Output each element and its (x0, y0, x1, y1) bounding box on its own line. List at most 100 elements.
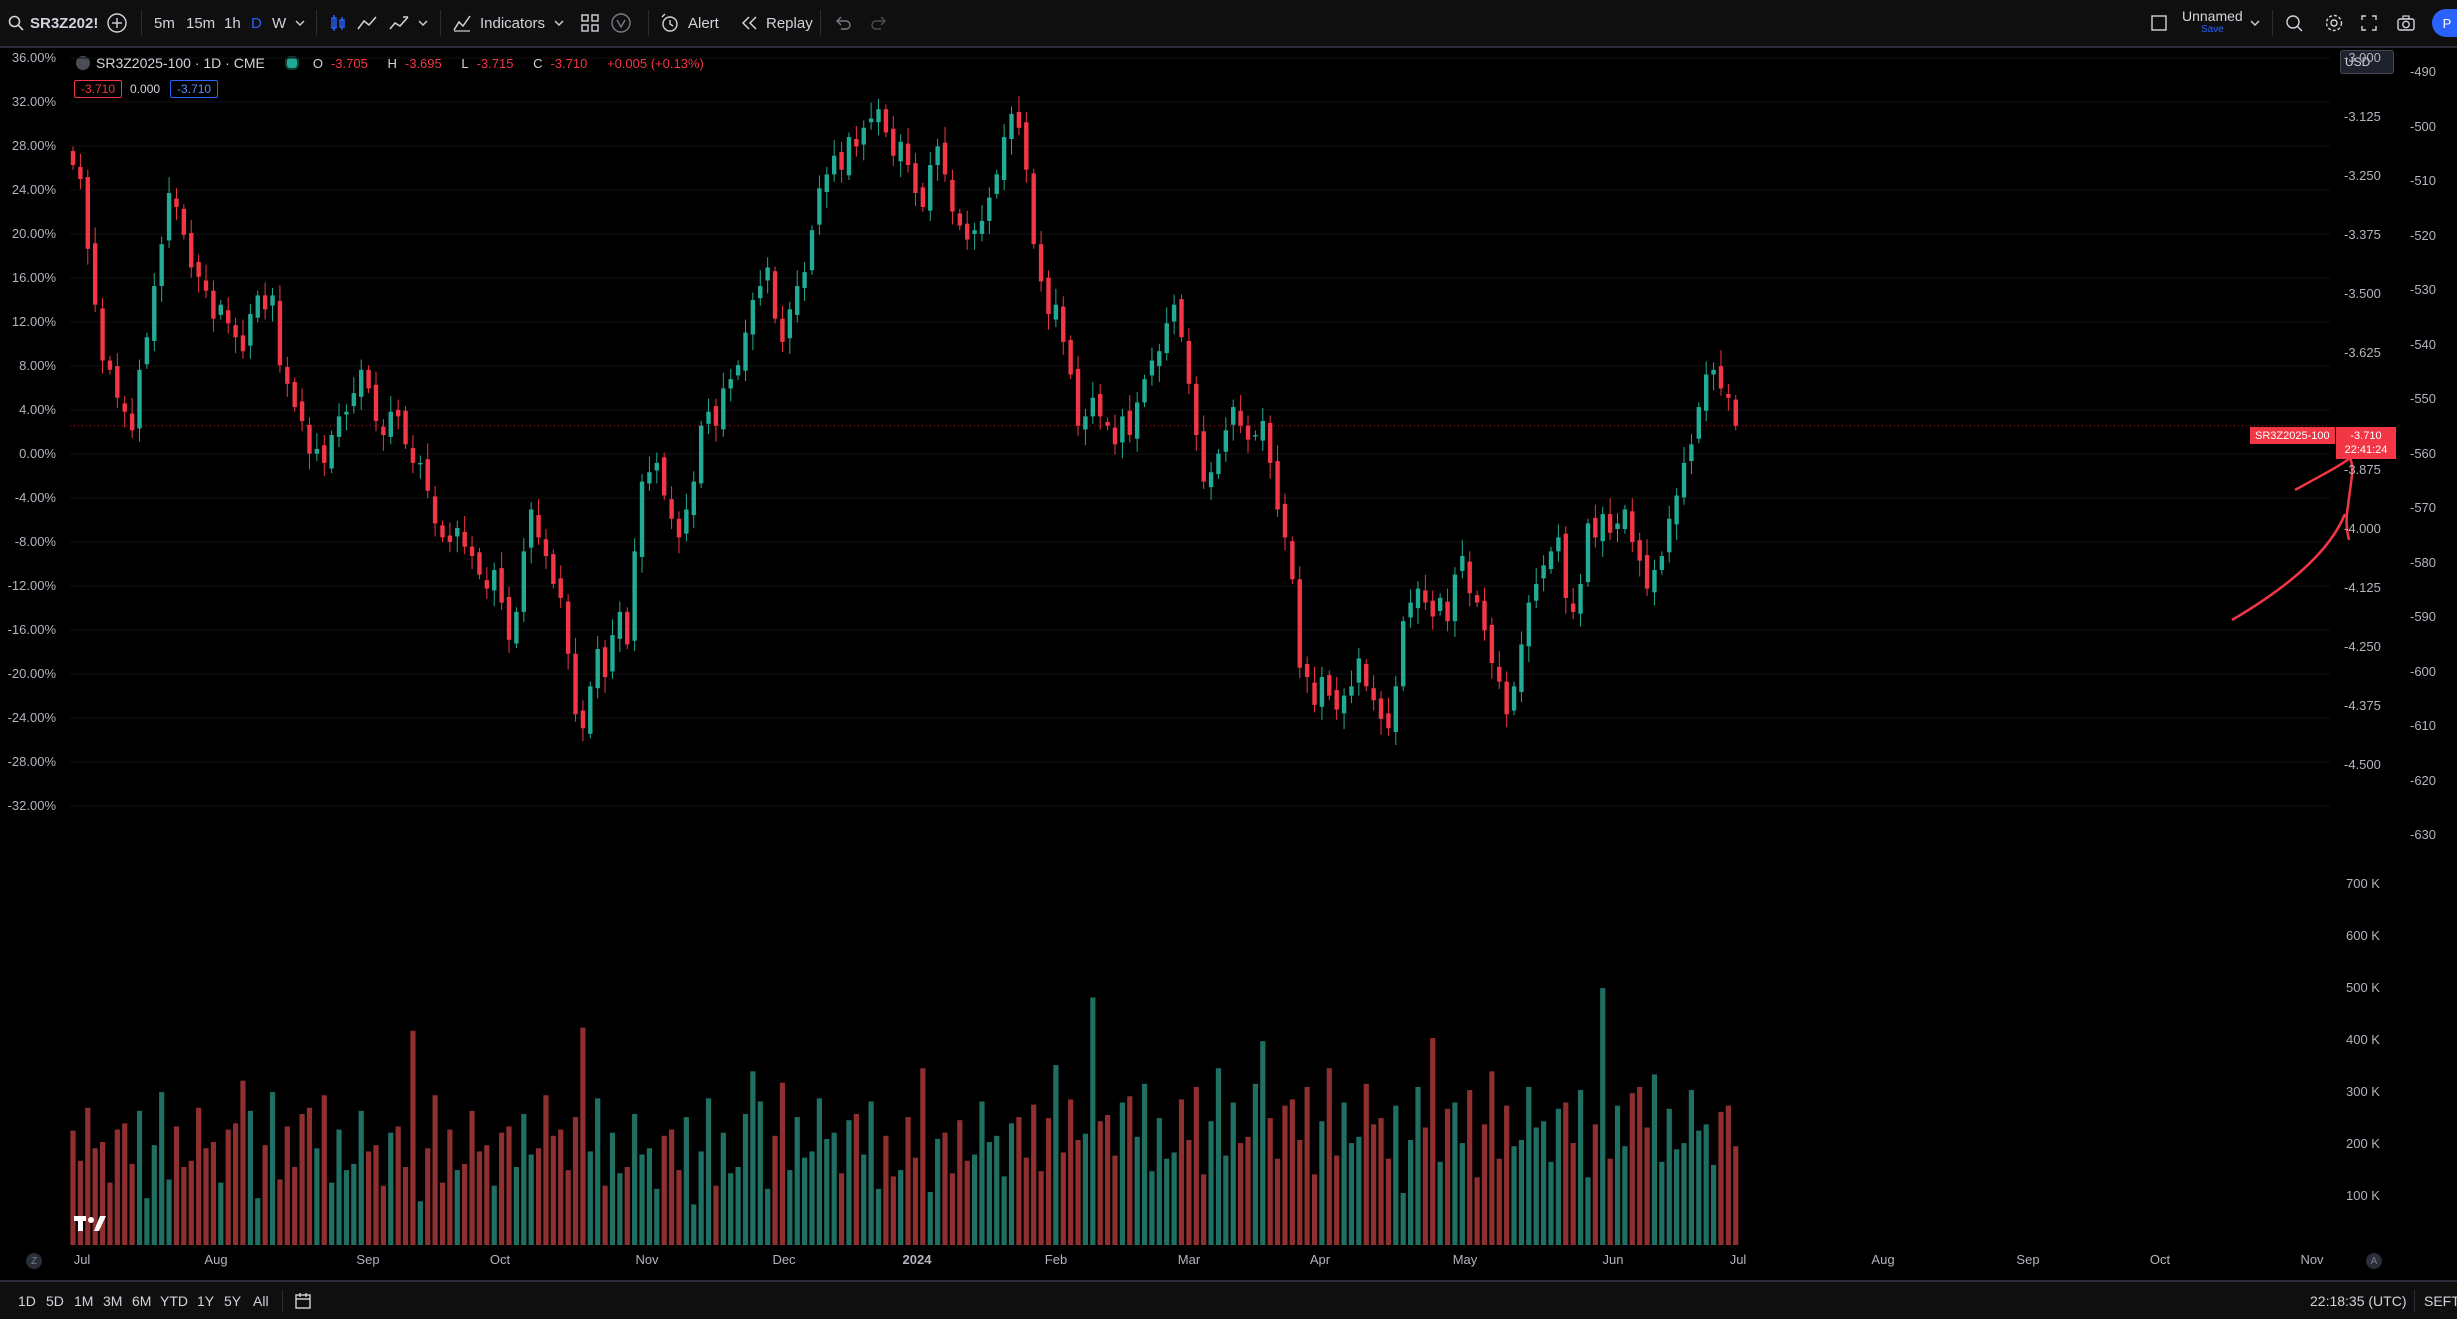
templates-button[interactable] (580, 0, 600, 46)
range-1y[interactable]: 1Y (197, 1292, 215, 1309)
range-5y[interactable]: 5Y (224, 1292, 242, 1309)
volume-bar (151, 1145, 157, 1245)
percent-axis[interactable]: 36.00% 32.00% 28.00% 24.00% 20.00% 16.00% 12.0… (0, 46, 70, 846)
candle-body (240, 335, 246, 352)
percent-tick-label: 0.00% (19, 446, 56, 461)
interval-1h[interactable]: 1h (224, 14, 241, 32)
candle-body (455, 528, 460, 537)
range-all[interactable]: All (253, 1292, 269, 1309)
volume-bar (476, 1151, 483, 1245)
range-1m[interactable]: 1M (74, 1292, 94, 1309)
redo-button[interactable] (870, 0, 888, 46)
indicators-dropdown[interactable] (554, 0, 564, 46)
candle-body (1275, 461, 1280, 510)
replay-button[interactable]: Replay (740, 0, 813, 46)
volume-bar (521, 1113, 527, 1245)
snapshot-button[interactable] (2396, 0, 2416, 46)
undo-button[interactable] (834, 0, 852, 46)
volume-bar (1385, 1158, 1392, 1245)
volume-bar (506, 1126, 512, 1245)
candle-body (1282, 503, 1288, 538)
candle-body (846, 137, 852, 176)
bp-tick-label: -620 (2410, 772, 2437, 788)
candle-body (181, 208, 187, 235)
volume-axis[interactable]: 700 K 600 K 500 K 400 K 300 K 200 K 100 K (2330, 848, 2457, 1248)
time-tick-label: Jul (73, 1252, 91, 1267)
fullscreen-button[interactable] (2360, 0, 2378, 46)
range-1d[interactable]: 1D (18, 1292, 36, 1309)
drawn-arrow-head[interactable] (2294, 456, 2354, 541)
volume-bar (351, 1163, 357, 1245)
interval-d[interactable]: D (251, 14, 262, 32)
volume-bar (994, 1135, 1000, 1245)
candle-body (403, 410, 408, 445)
price-chart[interactable] (0, 46, 2457, 846)
volume-bar (1068, 1099, 1074, 1245)
volume-pane[interactable] (0, 848, 2457, 1248)
ask-box[interactable]: -3.710 (170, 80, 219, 98)
strategy-button[interactable] (610, 0, 632, 46)
candles-button[interactable] (328, 0, 348, 46)
divider (648, 10, 649, 36)
interval-5m[interactable]: 5m (154, 14, 175, 32)
candle-body (277, 300, 283, 366)
alert-button[interactable]: Alert (660, 0, 719, 46)
line-chart-button[interactable] (356, 0, 378, 46)
volume-bar (1341, 1102, 1347, 1245)
last-price-tag: -3.710 22:41:24 (2336, 427, 2396, 459)
candle-body (654, 462, 660, 471)
candle-body (381, 426, 386, 435)
candle-body (528, 509, 534, 548)
tradingview-logo-icon[interactable] (72, 1212, 108, 1234)
layout-dropdown[interactable] (2250, 0, 2260, 46)
indicators-button[interactable]: Indicators (452, 0, 545, 46)
range-6m[interactable]: 6M (132, 1292, 152, 1309)
volume-bar (159, 1092, 165, 1245)
interval-15m[interactable]: 15m (186, 14, 216, 32)
select-layout-button[interactable] (2150, 0, 2168, 46)
market-status-icon[interactable] (284, 56, 299, 70)
area-chart-button[interactable] (388, 0, 410, 46)
candle-body (1068, 340, 1073, 375)
interval-dropdown[interactable] (295, 0, 305, 46)
volume-bar (1090, 997, 1096, 1245)
candle-body (602, 647, 608, 678)
time-tick-label: Dec (772, 1252, 796, 1267)
candle-body (174, 198, 179, 207)
candle-body (1127, 410, 1132, 435)
goto-date-button[interactable] (294, 1282, 312, 1319)
bp-tick-label: -540 (2410, 336, 2437, 352)
clock-time[interactable]: 22:18:35 (UTC) (2310, 1292, 2407, 1309)
drawn-arrow-curve[interactable] (2231, 513, 2347, 622)
volume-bar (646, 1148, 653, 1245)
candle-body (713, 406, 719, 426)
chart-type-dropdown[interactable] (418, 0, 428, 46)
publish-button[interactable]: P (2432, 0, 2457, 46)
candle-body (625, 611, 630, 645)
range-5d[interactable]: 5D (46, 1292, 64, 1309)
compare-button[interactable] (106, 0, 128, 46)
range-ytd[interactable]: YTD (160, 1292, 188, 1309)
symbol-search-button[interactable]: SR3Z202! (8, 0, 98, 46)
candle-body (1201, 431, 1206, 482)
price-axis[interactable]: -3.000 -3.125 -3.250 -3.375 -3.500 -3.625 -3.8… (2330, 46, 2457, 846)
range-3m[interactable]: 3M (103, 1292, 123, 1309)
currency-selector[interactable]: USD (2340, 50, 2394, 74)
camera-icon (2397, 15, 2415, 31)
settings-button[interactable] (2324, 0, 2344, 46)
time-axis[interactable]: Jul Aug Sep Oct Nov Dec 2024 Feb Mar Apr May Jun Jul… (0, 1248, 2457, 1278)
volume-bar (299, 1113, 305, 1245)
volume-bar (188, 1160, 194, 1245)
layout-name[interactable]: Unnamed Save (2182, 0, 2243, 46)
volume-bar (1555, 1108, 1561, 1245)
interval-w[interactable]: W (272, 14, 287, 32)
candle-body (698, 425, 704, 484)
bp-tick-label: -610 (2410, 718, 2437, 733)
zoom-reset-icon[interactable]: Z (26, 1253, 42, 1269)
legend-title[interactable]: SR3Z2025-100 · 1D · CME (96, 55, 265, 71)
auto-scale-icon[interactable]: A (2366, 1253, 2382, 1269)
session-label[interactable]: SEFT (2424, 1292, 2457, 1309)
bid-box[interactable]: -3.710 (74, 80, 123, 98)
candle-body (1497, 666, 1502, 682)
quick-search-button[interactable] (2284, 0, 2304, 46)
